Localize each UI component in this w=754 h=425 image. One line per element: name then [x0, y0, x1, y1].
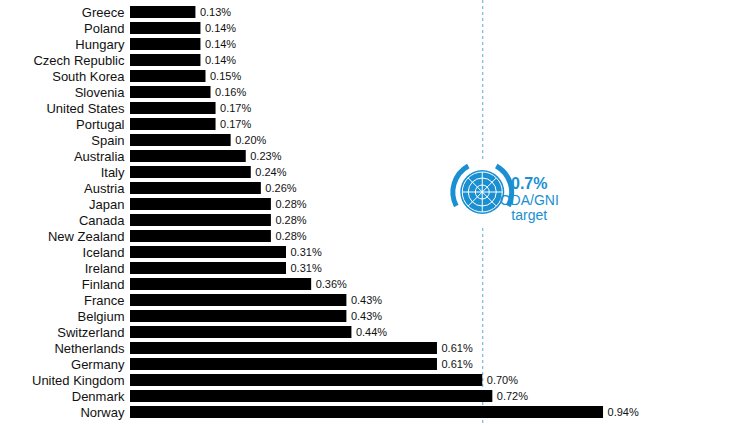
svg-text:South Korea: South Korea [52, 69, 125, 84]
svg-text:0.94%: 0.94% [608, 406, 639, 418]
svg-text:0.28%: 0.28% [275, 198, 306, 210]
svg-text:Austria: Austria [84, 181, 125, 196]
svg-text:0.72%: 0.72% [497, 390, 528, 402]
svg-text:0.31%: 0.31% [291, 262, 322, 274]
svg-text:0.17%: 0.17% [220, 102, 251, 114]
svg-text:New Zealand: New Zealand [48, 229, 125, 244]
svg-text:Spain: Spain [91, 133, 124, 148]
svg-text:Iceland: Iceland [83, 245, 125, 260]
svg-text:Ireland: Ireland [85, 261, 125, 276]
svg-text:0.28%: 0.28% [275, 230, 306, 242]
svg-text:0.31%: 0.31% [291, 246, 322, 258]
svg-text:Czech Republic: Czech Republic [33, 53, 125, 68]
svg-text:0.23%: 0.23% [250, 150, 281, 162]
svg-text:0.16%: 0.16% [215, 86, 246, 98]
svg-text:Norway: Norway [80, 405, 125, 420]
svg-text:0.43%: 0.43% [351, 310, 382, 322]
svg-text:Germany: Germany [71, 357, 125, 372]
svg-text:Switzerland: Switzerland [57, 325, 124, 340]
svg-text:0.26%: 0.26% [265, 182, 296, 194]
svg-text:0.24%: 0.24% [255, 166, 286, 178]
svg-text:0.15%: 0.15% [210, 70, 241, 82]
svg-text:Denmark: Denmark [72, 389, 125, 404]
svg-text:Greece: Greece [82, 5, 125, 20]
svg-text:0.28%: 0.28% [275, 214, 306, 226]
svg-text:Italy: Italy [101, 165, 125, 180]
svg-text:0.61%: 0.61% [441, 358, 472, 370]
svg-text:ODA/GNI: ODA/GNI [500, 192, 559, 208]
svg-text:Canada: Canada [79, 213, 125, 228]
svg-text:0.20%: 0.20% [235, 134, 266, 146]
svg-text:United States: United States [46, 101, 125, 116]
svg-text:Belgium: Belgium [78, 309, 125, 324]
svg-text:0.17%: 0.17% [220, 118, 251, 130]
svg-text:target: target [511, 207, 547, 223]
svg-text:0.70%: 0.70% [487, 374, 518, 386]
svg-text:Hungary: Hungary [75, 37, 125, 52]
svg-text:0.7%: 0.7% [511, 175, 547, 192]
svg-text:Japan: Japan [89, 197, 124, 212]
svg-text:France: France [84, 293, 124, 308]
svg-text:Finland: Finland [82, 277, 125, 292]
svg-text:Portugal: Portugal [76, 117, 125, 132]
svg-text:0.36%: 0.36% [316, 278, 347, 290]
svg-text:Netherlands: Netherlands [54, 341, 125, 356]
svg-text:United Kingdom: United Kingdom [32, 373, 125, 388]
svg-text:0.14%: 0.14% [205, 22, 236, 34]
svg-text:Australia: Australia [74, 149, 125, 164]
svg-text:0.61%: 0.61% [441, 342, 472, 354]
svg-text:0.13%: 0.13% [200, 6, 231, 18]
svg-text:Slovenia: Slovenia [75, 85, 126, 100]
svg-text:0.44%: 0.44% [356, 326, 387, 338]
svg-text:Poland: Poland [84, 21, 124, 36]
svg-text:0.14%: 0.14% [205, 54, 236, 66]
svg-text:0.43%: 0.43% [351, 294, 382, 306]
svg-text:0.14%: 0.14% [205, 38, 236, 50]
